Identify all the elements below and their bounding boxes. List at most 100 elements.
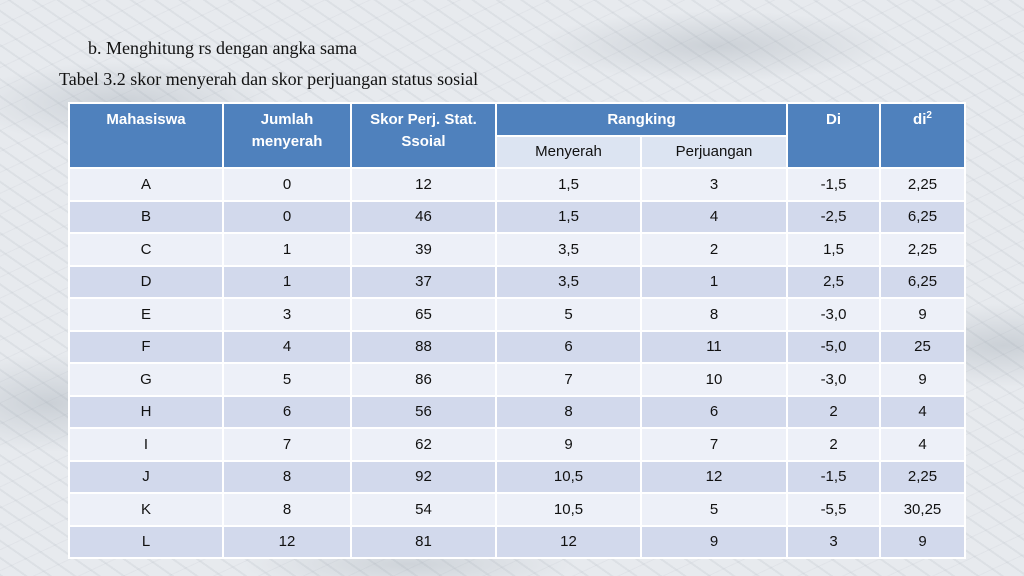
cell-di-squared: 2,25 <box>879 232 966 267</box>
cell-mahasiswa: G <box>68 362 224 397</box>
cell-mahasiswa: A <box>68 167 224 202</box>
cell-mahasiswa: D <box>68 264 224 299</box>
header-di: Di <box>786 102 881 169</box>
header-mahasiswa: Mahasiswa <box>68 102 224 169</box>
cell-rank-menyerah: 9 <box>495 427 642 462</box>
header-perjuangan: Perjuangan <box>640 135 788 169</box>
cell-rank-perjuangan: 7 <box>640 427 788 462</box>
table-row: H 6 56 8 6 2 4 <box>68 394 966 429</box>
cell-jumlah-menyerah: 3 <box>222 297 352 332</box>
table-row: D 1 37 3,5 1 2,5 6,25 <box>68 264 966 299</box>
cell-di: -5,5 <box>786 492 881 527</box>
cell-di: 1,5 <box>786 232 881 267</box>
cell-skor: 37 <box>350 264 497 299</box>
cell-jumlah-menyerah: 8 <box>222 459 352 494</box>
cell-rank-menyerah: 6 <box>495 329 642 364</box>
header-menyerah: Menyerah <box>495 135 642 169</box>
table-row: G 5 86 7 10 -3,0 9 <box>68 362 966 397</box>
cell-di-squared: 2,25 <box>879 459 966 494</box>
cell-rank-menyerah: 1,5 <box>495 167 642 202</box>
cell-jumlah-menyerah: 4 <box>222 329 352 364</box>
header-skor: Skor Perj. Stat. Ssoial <box>350 102 497 169</box>
header-di-squared-base: di <box>913 111 927 128</box>
table-row: C 1 39 3,5 2 1,5 2,25 <box>68 232 966 267</box>
cell-skor: 81 <box>350 524 497 559</box>
cell-di: 2 <box>786 394 881 429</box>
cell-rank-perjuangan: 8 <box>640 297 788 332</box>
table-row: I 7 62 9 7 2 4 <box>68 427 966 462</box>
cell-di: -3,0 <box>786 362 881 397</box>
cell-jumlah-menyerah: 0 <box>222 167 352 202</box>
cell-di: 3 <box>786 524 881 559</box>
header-di-squared: di2 <box>879 102 966 169</box>
cell-mahasiswa: C <box>68 232 224 267</box>
section-subtitle: b. Menghitung rs dengan angka sama <box>88 38 357 58</box>
cell-skor: 56 <box>350 394 497 429</box>
cell-di-squared: 25 <box>879 329 966 364</box>
cell-rank-perjuangan: 6 <box>640 394 788 429</box>
cell-di-squared: 6,25 <box>879 199 966 234</box>
cell-rank-menyerah: 7 <box>495 362 642 397</box>
cell-jumlah-menyerah: 8 <box>222 492 352 527</box>
cell-rank-menyerah: 10,5 <box>495 459 642 494</box>
cell-skor: 88 <box>350 329 497 364</box>
data-table: Mahasiswa Jumlah menyerah Skor Perj. Sta… <box>68 102 966 559</box>
cell-skor: 65 <box>350 297 497 332</box>
cell-di: -1,5 <box>786 459 881 494</box>
cell-di-squared: 9 <box>879 362 966 397</box>
cell-di-squared: 30,25 <box>879 492 966 527</box>
cell-rank-perjuangan: 11 <box>640 329 788 364</box>
cell-di: -5,0 <box>786 329 881 364</box>
table-row: F 4 88 6 11 -5,0 25 <box>68 329 966 364</box>
cell-rank-menyerah: 10,5 <box>495 492 642 527</box>
cell-jumlah-menyerah: 1 <box>222 264 352 299</box>
header-di-squared-exponent: 2 <box>926 110 932 121</box>
table-row: K 8 54 10,5 5 -5,5 30,25 <box>68 492 966 527</box>
cell-skor: 12 <box>350 167 497 202</box>
cell-rank-perjuangan: 4 <box>640 199 788 234</box>
cell-rank-perjuangan: 5 <box>640 492 788 527</box>
cell-di-squared: 6,25 <box>879 264 966 299</box>
cell-jumlah-menyerah: 0 <box>222 199 352 234</box>
cell-di-squared: 4 <box>879 394 966 429</box>
cell-jumlah-menyerah: 1 <box>222 232 352 267</box>
table-row: B 0 46 1,5 4 -2,5 6,25 <box>68 199 966 234</box>
cell-skor: 39 <box>350 232 497 267</box>
cell-rank-menyerah: 3,5 <box>495 232 642 267</box>
cell-mahasiswa: L <box>68 524 224 559</box>
cell-di: -3,0 <box>786 297 881 332</box>
table-row: L 12 81 12 9 3 9 <box>68 524 966 559</box>
cell-skor: 46 <box>350 199 497 234</box>
cell-di: -2,5 <box>786 199 881 234</box>
table-row: J 8 92 10,5 12 -1,5 2,25 <box>68 459 966 494</box>
cell-rank-menyerah: 3,5 <box>495 264 642 299</box>
cell-di-squared: 2,25 <box>879 167 966 202</box>
cell-mahasiswa: J <box>68 459 224 494</box>
table-row: A 0 12 1,5 3 -1,5 2,25 <box>68 167 966 202</box>
cell-rank-perjuangan: 3 <box>640 167 788 202</box>
table-body: A 0 12 1,5 3 -1,5 2,25 B 0 46 1,5 4 -2,5 6,25 C 1 39 3,5 2… <box>68 167 966 559</box>
cell-rank-menyerah: 5 <box>495 297 642 332</box>
cell-di-squared: 4 <box>879 427 966 462</box>
cell-jumlah-menyerah: 12 <box>222 524 352 559</box>
cell-di: 2 <box>786 427 881 462</box>
cell-rank-perjuangan: 10 <box>640 362 788 397</box>
cell-di: 2,5 <box>786 264 881 299</box>
cell-mahasiswa: F <box>68 329 224 364</box>
cell-skor: 54 <box>350 492 497 527</box>
cell-rank-perjuangan: 12 <box>640 459 788 494</box>
cell-rank-perjuangan: 9 <box>640 524 788 559</box>
cell-skor: 92 <box>350 459 497 494</box>
cell-mahasiswa: K <box>68 492 224 527</box>
cell-mahasiswa: I <box>68 427 224 462</box>
cell-mahasiswa: H <box>68 394 224 429</box>
cell-rank-menyerah: 8 <box>495 394 642 429</box>
cell-jumlah-menyerah: 5 <box>222 362 352 397</box>
cell-jumlah-menyerah: 6 <box>222 394 352 429</box>
cell-rank-perjuangan: 1 <box>640 264 788 299</box>
cell-mahasiswa: E <box>68 297 224 332</box>
header-rangking: Rangking <box>495 102 788 137</box>
cell-jumlah-menyerah: 7 <box>222 427 352 462</box>
table-row: E 3 65 5 8 -3,0 9 <box>68 297 966 332</box>
cell-mahasiswa: B <box>68 199 224 234</box>
